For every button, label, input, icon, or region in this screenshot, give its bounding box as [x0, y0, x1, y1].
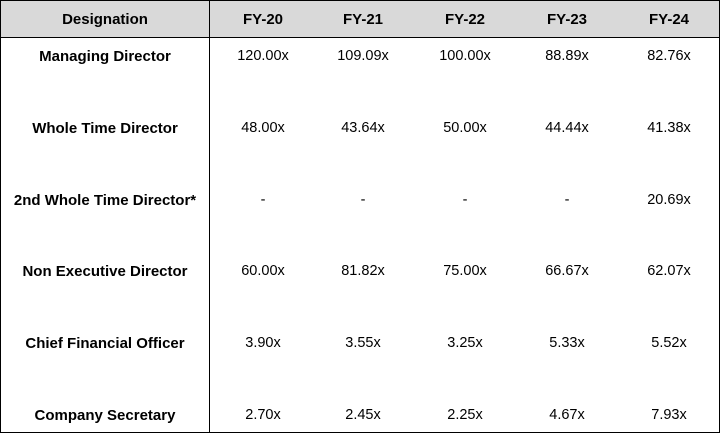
row-designation-label: Company Secretary [34, 406, 176, 424]
header-designation: Designation [62, 10, 148, 28]
ratio-value-cell: 41.38x [647, 120, 691, 136]
row-designation-label: Managing Director [39, 47, 171, 65]
row-designation-label: Whole Time Director [32, 119, 178, 137]
ratio-value-cell: 88.89x [545, 48, 589, 64]
table-header-row [1, 1, 719, 38]
row-designation-label: Non Executive Director [22, 262, 188, 280]
ratio-value-cell: 20.69x [647, 192, 691, 208]
ratio-value-cell: 5.33x [549, 335, 585, 351]
ratio-value-cell: 82.76x [647, 48, 691, 64]
ratio-value-cell: 4.67x [549, 407, 585, 423]
ratio-value-cell: 62.07x [647, 263, 691, 279]
ratio-value-cell: 81.82x [341, 263, 385, 279]
ratio-value-cell: 109.09x [337, 48, 389, 64]
row-designation-label: 2nd Whole Time Director* [13, 191, 197, 209]
header-fiscal-year: FY-22 [444, 10, 486, 28]
ratio-value-cell: 120.00x [237, 48, 289, 64]
ratio-value-cell: 50.00x [443, 120, 487, 136]
ratio-value-cell: 3.90x [245, 335, 281, 351]
ratio-value-cell: 2.25x [447, 407, 483, 423]
ratio-value-cell: 7.93x [651, 407, 687, 423]
ratio-value-cell: 44.44x [545, 120, 589, 136]
ratio-value-cell: 48.00x [241, 120, 285, 136]
ratio-value-cell: 100.00x [439, 48, 491, 64]
ratio-value-cell: 43.64x [341, 120, 385, 136]
header-fiscal-year: FY-24 [648, 10, 690, 28]
header-fiscal-year: FY-20 [242, 10, 284, 28]
ratio-value-cell: 3.25x [447, 335, 483, 351]
ratio-value-cell: 75.00x [443, 263, 487, 279]
header-fiscal-year: FY-21 [342, 10, 384, 28]
header-fiscal-year: FY-23 [546, 10, 588, 28]
ratio-value-cell: 2.45x [345, 407, 381, 423]
column-divider [209, 1, 210, 432]
row-designation-label: Chief Financial Officer [25, 334, 185, 352]
ratio-value-cell: - [462, 192, 468, 208]
ratio-value-cell: - [260, 192, 266, 208]
ratio-value-cell: 5.52x [651, 335, 687, 351]
ratio-value-cell: - [564, 192, 570, 208]
ratio-value-cell: 66.67x [545, 263, 589, 279]
ratio-value-cell: 3.55x [345, 335, 381, 351]
ratio-value-cell: 2.70x [245, 407, 281, 423]
ratio-value-cell: 60.00x [241, 263, 285, 279]
ratio-value-cell: - [360, 192, 366, 208]
